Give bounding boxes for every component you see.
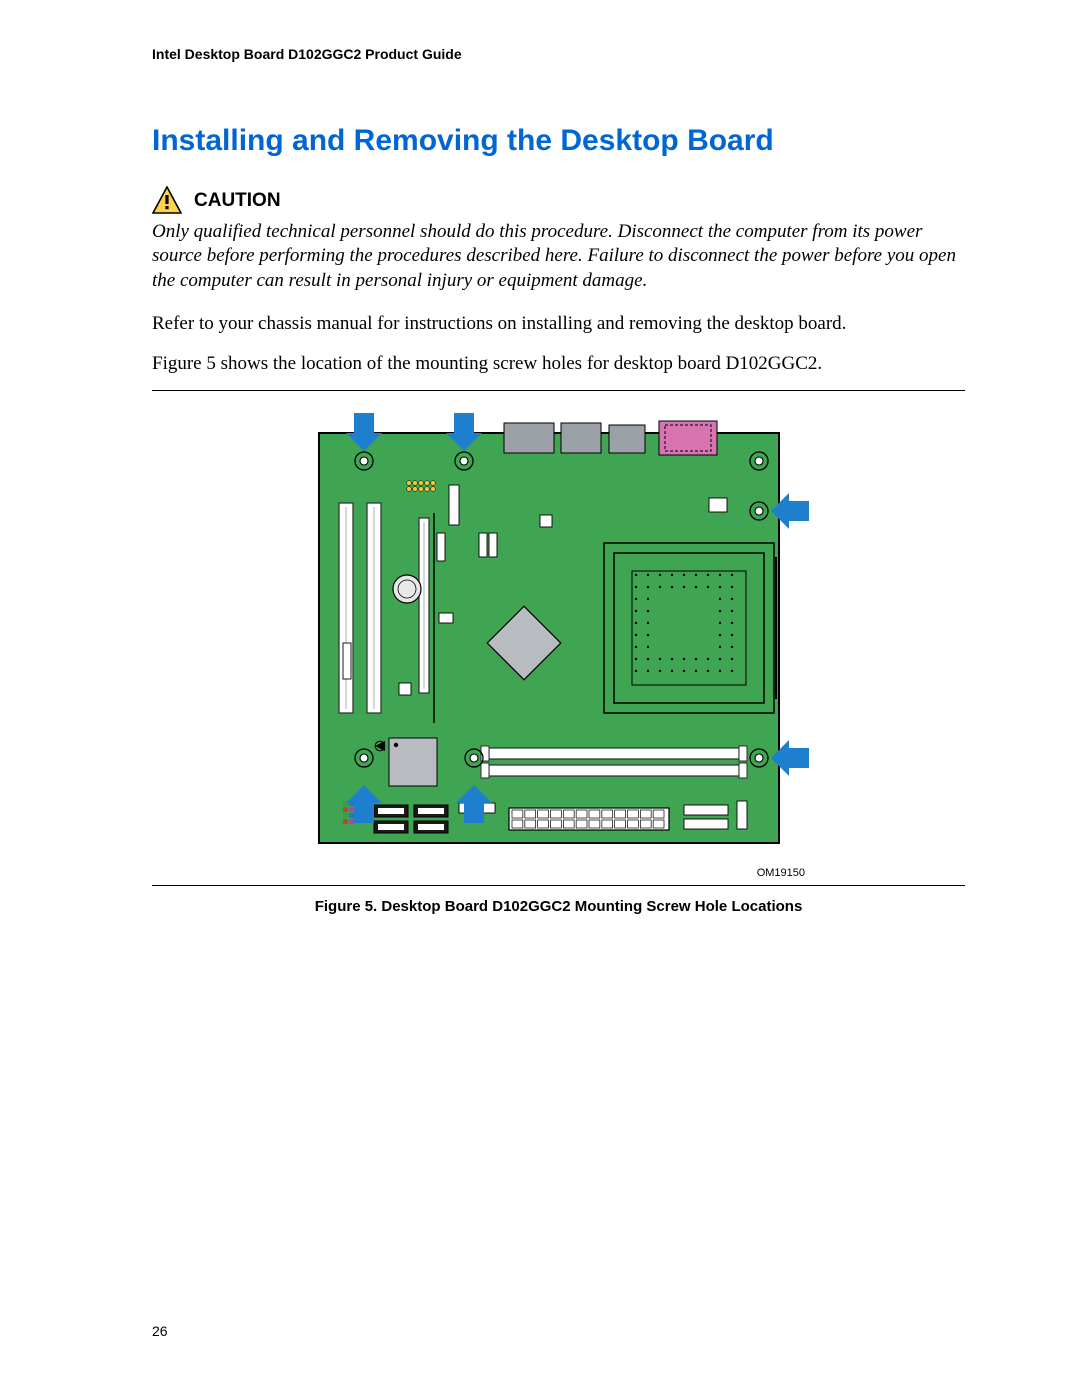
caution-icon <box>152 186 182 214</box>
caution-block: CAUTION <box>152 186 965 214</box>
running-head: Intel Desktop Board D102GGC2 Product Gui… <box>152 46 965 62</box>
caution-label: CAUTION <box>194 186 281 212</box>
figure-caption: Figure 5. Desktop Board D102GGC2 Mountin… <box>152 898 965 915</box>
page-number: 26 <box>152 1323 168 1339</box>
page: Intel Desktop Board D102GGC2 Product Gui… <box>0 0 1080 1397</box>
motherboard-diagram <box>279 403 839 863</box>
body-paragraph-1: Refer to your chassis manual for instruc… <box>152 311 965 337</box>
figure: OM19150 <box>152 403 965 879</box>
figure-code: OM19150 <box>152 867 805 879</box>
figure-rule-top <box>152 390 965 391</box>
section-title: Installing and Removing the Desktop Boar… <box>152 124 965 158</box>
figure-rule-bottom <box>152 885 965 886</box>
caution-text: Only qualified technical personnel shoul… <box>152 220 965 293</box>
body-paragraph-2: Figure 5 shows the location of the mount… <box>152 351 965 377</box>
